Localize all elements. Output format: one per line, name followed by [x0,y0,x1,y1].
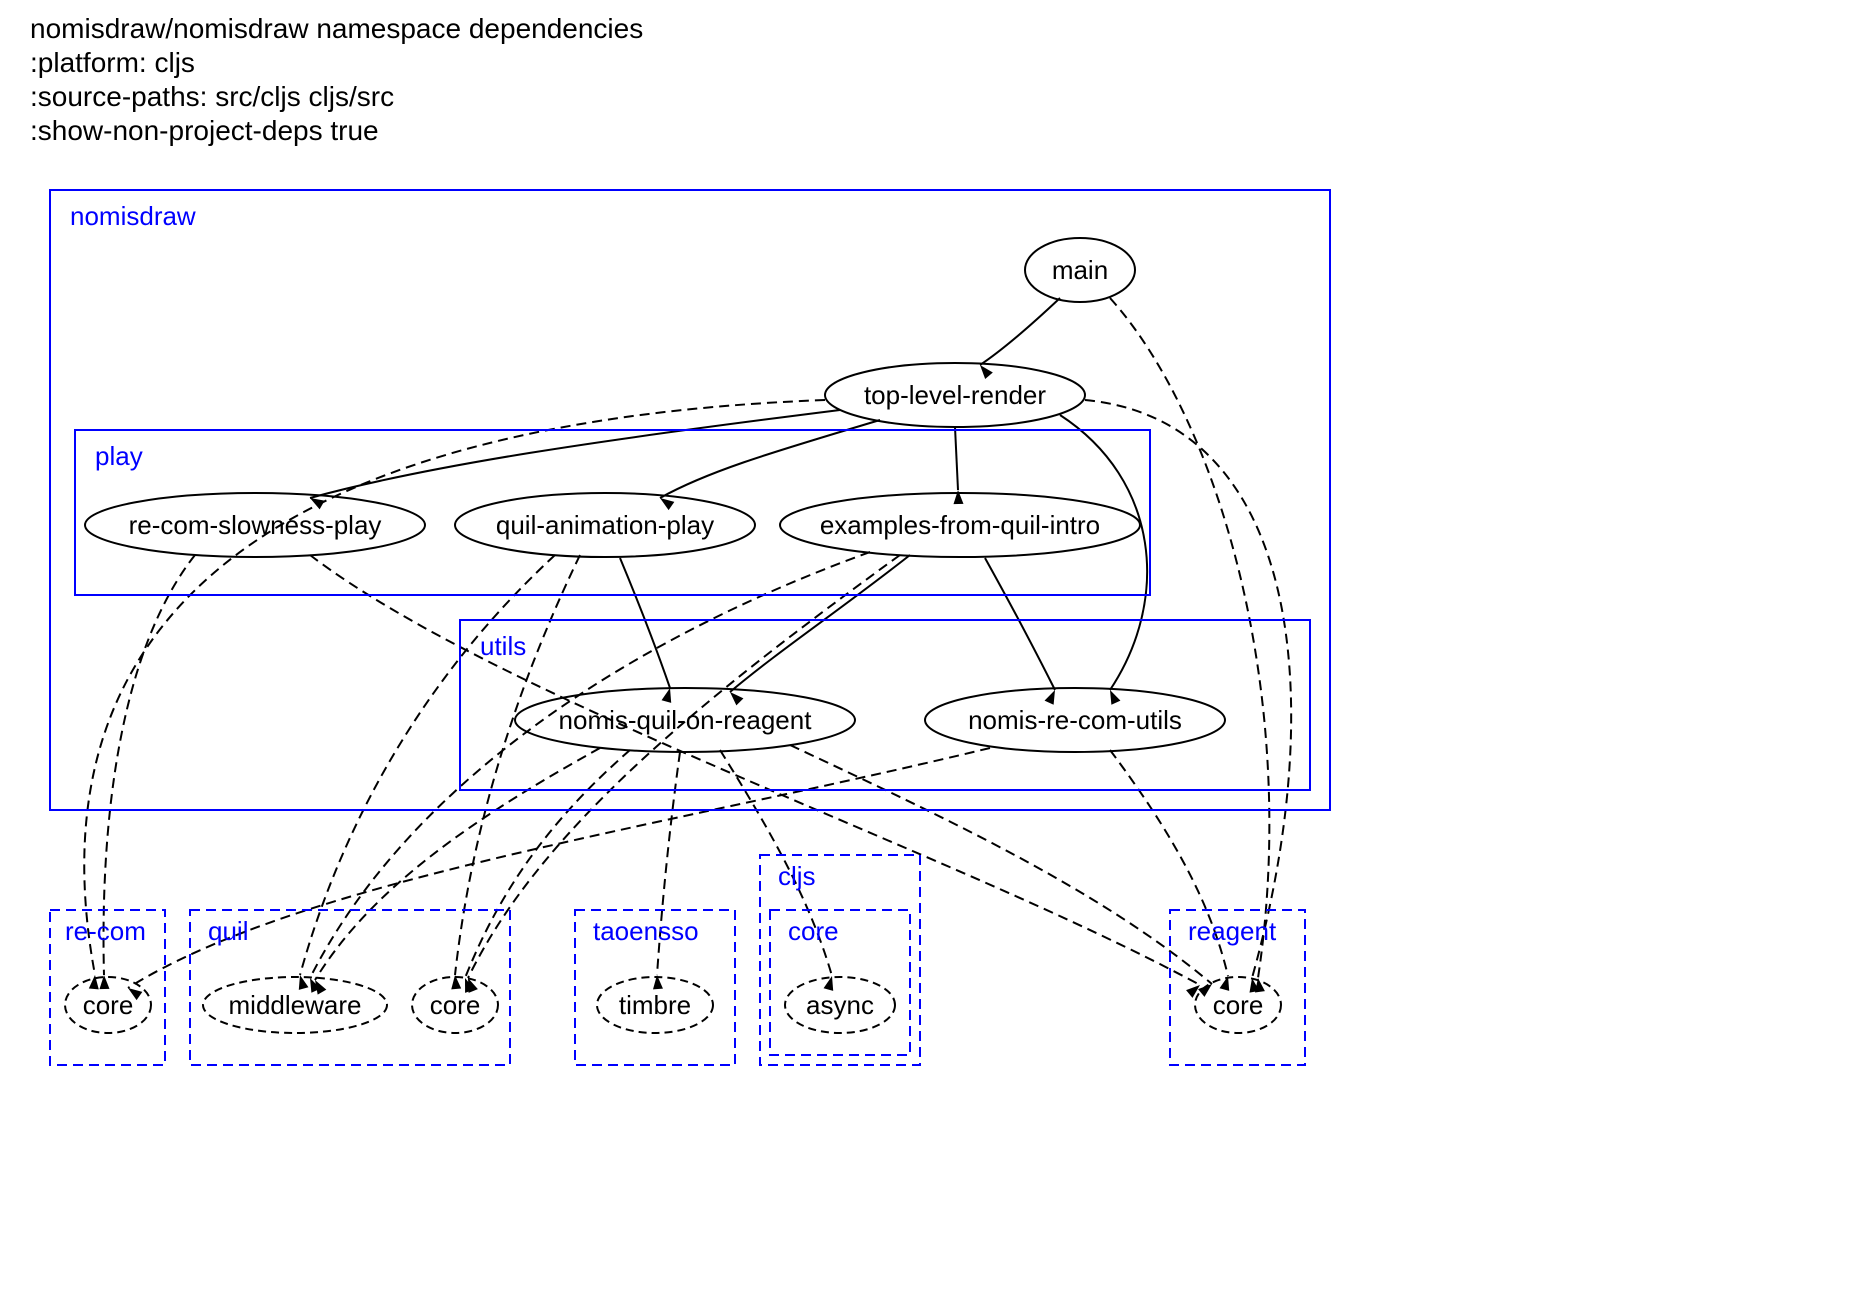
node-label-examples-from-quil: examples-from-quil-intro [820,510,1100,540]
node-label-top-level-render: top-level-render [864,380,1046,410]
edge-nomis-quil-on-reagent-to-quil.middleware [315,748,600,980]
header-source-paths: :source-paths: src/cljs cljs/src [30,81,394,112]
node-label-quil-animation-play: quil-animation-play [496,510,714,540]
cluster-label-quil: quil [208,916,248,946]
node-label-re-com.core: core [83,990,134,1020]
header-platform: :platform: cljs [30,47,195,78]
edge-examples-from-quil-to-nomis-re-com-utils [985,558,1055,690]
edge-main-to-top-level-render [980,298,1060,365]
edge-top-level-render-to-nomis-re-com-utils [1060,415,1147,690]
node-label-quil.middleware: middleware [229,990,362,1020]
header-show-deps: :show-non-project-deps true [30,115,379,146]
cluster-label-taoensso: taoensso [593,916,699,946]
edge-quil-animation-play-to-quil.core [455,555,580,975]
node-label-quil.core: core [430,990,481,1020]
node-label-main: main [1052,255,1108,285]
edge-examples-from-quil-to-quil.middleware [310,552,870,978]
edge-quil-animation-play-to-nomis-quil-on-reagent [620,558,670,688]
edge-top-level-render-to-quil-animation-play [660,420,880,498]
arrowhead-icon [726,688,743,705]
arrowhead-icon [1105,688,1120,705]
edge-quil-animation-play-to-quil.middleware [300,555,555,975]
dependency-diagram: nomisdraw/nomisdraw namespace dependenci… [0,0,1856,1302]
edge-top-level-render-to-re-com-slowness-play [310,410,840,498]
node-label-nomis-quil-on-reagent: nomis-quil-on-reagent [559,705,813,735]
edge-nomis-quil-on-reagent-to-reagent.core [790,745,1212,984]
cluster-label-re-com: re-com [65,916,146,946]
arrowhead-icon [1045,688,1060,705]
node-label-re-com-slowness-play: re-com-slowness-play [129,510,382,540]
cluster-label-cljs: cljs [778,861,816,891]
node-label-taoensso.timbre: timbre [619,990,691,1020]
cluster-label-play: play [95,441,143,471]
node-label-reagent.core: core [1213,990,1264,1020]
header-title: nomisdraw/nomisdraw namespace dependenci… [30,13,643,44]
arrowhead-icon [953,490,963,504]
edge-examples-from-quil-to-nomis-quil-on-reagent [730,555,910,692]
edge-nomis-re-com-utils-to-re-com.core [128,748,990,988]
cluster-label-reagent: reagent [1188,916,1277,946]
edge-re-com-slowness-play-to-re-com.core [104,555,195,975]
cluster-label-utils: utils [480,631,526,661]
node-label-nomis-re-com-utils: nomis-re-com-utils [968,705,1182,735]
cluster-label-cljs.core: core [788,916,839,946]
edge-top-level-render-to-examples-from-quil [955,427,958,490]
node-label-cljs.core.async: async [806,990,874,1020]
cluster-label-nomisdraw: nomisdraw [70,201,196,231]
